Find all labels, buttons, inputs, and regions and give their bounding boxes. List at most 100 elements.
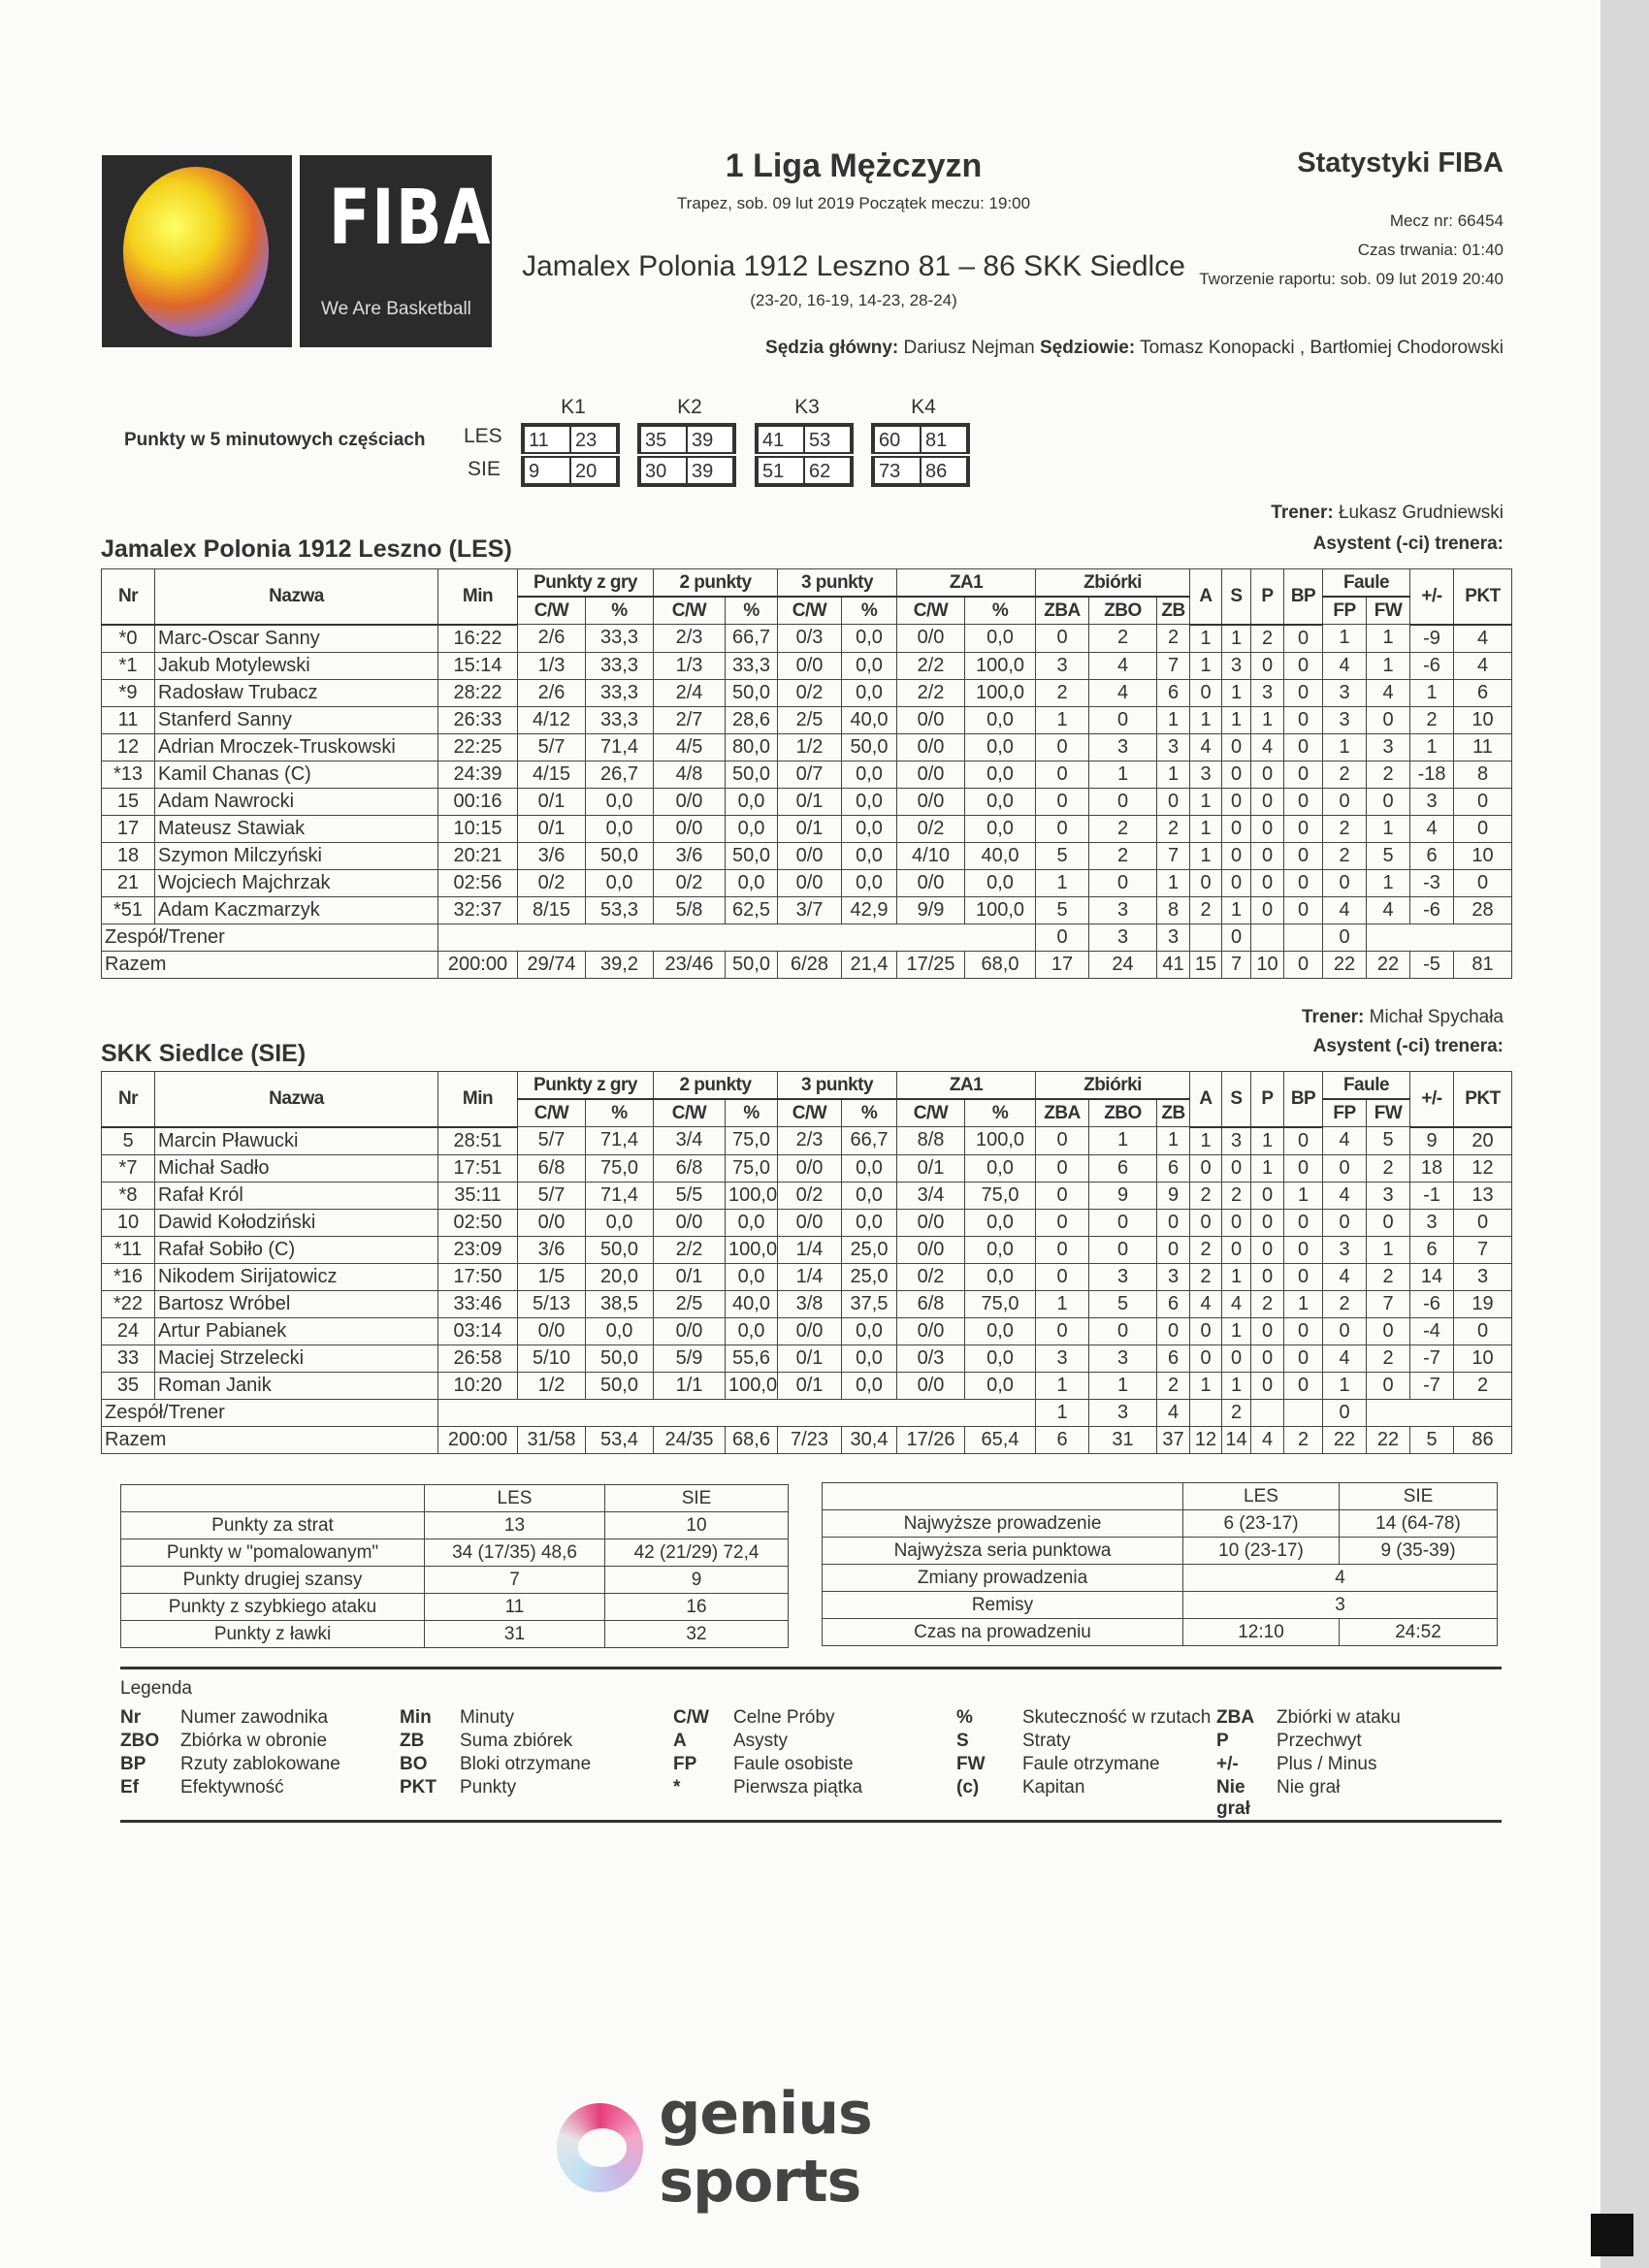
stat-cell: 40,0 — [964, 841, 1037, 870]
player-row: *8 Rafał Król 35:11 5/7 71,4 5/5 100,0 0/2 0,0 3/… — [101, 1181, 1513, 1210]
stat-cell: -6 — [1409, 1289, 1455, 1318]
stat-cell — [1250, 1398, 1285, 1427]
stat-cell: 4 — [1322, 1262, 1368, 1291]
legend-key: Nr — [120, 1707, 142, 1728]
basketball-logo-icon — [102, 155, 292, 347]
row-label: Punkty w "pomalowanym" — [120, 1539, 425, 1567]
legend-desc: Suma zbiórek — [460, 1731, 573, 1751]
stat-cell: 0 — [1035, 1316, 1090, 1345]
stat-cell — [1189, 1398, 1223, 1427]
empty-cell — [436, 1398, 1037, 1427]
column-header: ZBA — [1035, 1098, 1090, 1127]
quarter-header: K1 — [561, 396, 586, 418]
player-name: Bartosz Wróbel — [154, 1289, 438, 1318]
value-cell: 32 — [604, 1620, 789, 1648]
stat-cell: 2 — [1409, 705, 1455, 734]
stat-cell: 0 — [1221, 841, 1252, 870]
stat-cell: 0,0 — [964, 1208, 1037, 1237]
stat-cell: 3 — [1088, 1262, 1158, 1291]
column-header: C/W — [896, 1098, 966, 1127]
stat-cell: 25,0 — [841, 1262, 898, 1291]
stat-cell: 0 — [1283, 1371, 1324, 1400]
stat-cell: 0 — [1283, 732, 1324, 761]
player-number: *7 — [101, 1153, 155, 1183]
stat-cell: 0,0 — [964, 624, 1037, 653]
legend-desc: Punkty — [460, 1777, 517, 1798]
stat-cell: 10 — [1250, 950, 1285, 979]
stat-cell: 0 — [1366, 787, 1411, 816]
quarter-score-box: 51 62 — [755, 456, 854, 487]
stat-cell: 1/3 — [517, 651, 586, 680]
player-row: *11 Rafał Sobiło (C) 23:09 3/6 50,0 2/2 100,0 1… — [101, 1235, 1513, 1264]
stat-cell: 2 — [1366, 1344, 1411, 1373]
stat-cell: 7 — [1221, 950, 1252, 979]
stat-cell: 0,0 — [725, 787, 779, 816]
stat-cell: 2 — [1088, 841, 1158, 870]
column-header: % — [964, 1098, 1037, 1127]
stat-cell: 9 — [1409, 1126, 1455, 1155]
column-header: P — [1250, 1071, 1285, 1128]
column-header: Min — [437, 1071, 518, 1128]
stat-cell: 0 — [1250, 841, 1285, 870]
fiba-logo: FIBA We Are Basketball — [102, 155, 492, 347]
quarter-score-box: 41 53 — [755, 423, 854, 454]
stat-cell: 5/13 — [517, 1289, 586, 1318]
stat-cell: 100,0 — [964, 895, 1037, 924]
stat-cell: 4 — [1453, 651, 1513, 680]
stat-cell: 3 — [1322, 678, 1368, 707]
stat-cell: 5 — [1088, 1289, 1158, 1318]
stat-cell: 6 — [1453, 678, 1513, 707]
stat-cell: 4 — [1366, 895, 1411, 924]
stat-cell: 0 — [1250, 1262, 1285, 1291]
stat-cell: 10 — [1453, 705, 1513, 734]
stat-cell: 10 — [1453, 1344, 1513, 1373]
score-cell: 30 — [640, 457, 687, 484]
team-coach-row: Zespół/Trener 1 3 4 2 0 — [101, 1398, 1513, 1427]
stat-cell: 1 — [1189, 787, 1223, 816]
stat-cell: 2 — [1366, 1153, 1411, 1183]
stat-cell: 3 — [1088, 732, 1158, 761]
stat-cell: 0,0 — [725, 814, 779, 843]
player-row: *0 Marc-Oscar Sanny 16:22 2/6 33,3 2/3 66,7 0/3… — [101, 624, 1513, 653]
stat-cell: 5/8 — [653, 895, 727, 924]
stat-cell: 0,0 — [964, 705, 1037, 734]
stat-cell: 0,0 — [841, 1316, 898, 1345]
stat-cell: 2/4 — [653, 678, 727, 707]
column-header: +/- — [1409, 1071, 1455, 1128]
stat-cell: 0/2 — [777, 1181, 843, 1210]
stat-cell: 1 — [1221, 1371, 1252, 1400]
quarter-score-box: 9 20 — [521, 456, 620, 487]
logo-text: FIBA — [329, 175, 493, 262]
stat-cell: 0/0 — [896, 1208, 966, 1237]
score-cell: 39 — [687, 457, 733, 484]
stat-cell: 0 — [1322, 1316, 1368, 1345]
column-header: % — [725, 596, 779, 625]
player-number: 33 — [101, 1344, 155, 1373]
stat-cell: 80,0 — [725, 732, 779, 761]
stat-cell: 0,0 — [964, 1235, 1037, 1264]
stat-cell: 33,3 — [725, 651, 779, 680]
stat-cell: 2/3 — [653, 624, 727, 653]
stat-cell: 1 — [1035, 1398, 1090, 1427]
report-created: Tworzenie raportu: sob. 09 lut 2019 20:4… — [1199, 270, 1504, 288]
value-cell: 31 — [424, 1620, 605, 1648]
stat-cell: 100,0 — [725, 1181, 779, 1210]
column-header — [120, 1484, 425, 1512]
refs-label: Sędziowie: — [1039, 338, 1136, 358]
column-header: ZBA — [1035, 596, 1090, 625]
stat-cell: 75,0 — [964, 1289, 1037, 1318]
quarter-header: K4 — [911, 396, 936, 418]
stat-cell: 50,0 — [725, 841, 779, 870]
stat-cell: 75,0 — [964, 1181, 1037, 1210]
value-cell: 14 (64-78) — [1339, 1509, 1498, 1538]
stat-cell: 100,0 — [964, 1126, 1037, 1155]
stat-cell: 0/0 — [777, 1153, 843, 1183]
stat-cell: 5/7 — [517, 1181, 586, 1210]
stat-cell: 22 — [1322, 950, 1368, 979]
stat-cell: 0/1 — [777, 814, 843, 843]
summary-row: Remisy 3 — [822, 1591, 1498, 1619]
row-label: Punkty z szybkiego ataku — [120, 1593, 425, 1621]
column-header: C/W — [653, 596, 727, 625]
stat-cell: 0/2 — [653, 868, 727, 897]
column-header: +/- — [1409, 568, 1455, 626]
